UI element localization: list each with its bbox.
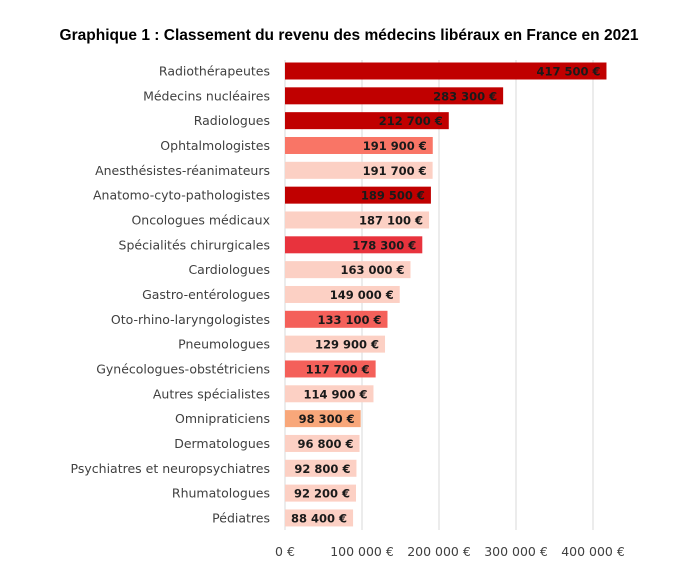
x-tick-label: 100 000 € xyxy=(330,544,394,559)
x-tick-label: 200 000 € xyxy=(407,544,471,559)
data-label: 92 800 € xyxy=(294,462,350,476)
category-label: Radiologues xyxy=(194,113,270,128)
category-label: Pneumologues xyxy=(178,337,270,352)
x-tick-label: 300 000 € xyxy=(484,544,548,559)
bar xyxy=(285,360,376,378)
x-axis-ticks: 0 € 100 000 € 200 000 € 300 000 € 400 000 € xyxy=(275,544,625,559)
bar xyxy=(285,509,354,527)
category-label: Autres spécialistes xyxy=(153,386,270,401)
data-label: 187 100 € xyxy=(359,213,423,227)
chart-title: Graphique 1 : Classement du revenu des m… xyxy=(59,27,639,44)
category-label: Anesthésistes-réanimateurs xyxy=(95,163,270,178)
category-label: Psychiatres et neuropsychiatres xyxy=(71,461,270,476)
bar xyxy=(285,385,374,403)
category-label: Anatomo-cyto-pathologistes xyxy=(93,188,270,203)
data-label: 189 500 € xyxy=(361,189,425,203)
category-label: Dermatologues xyxy=(174,436,270,451)
data-label: 88 400 € xyxy=(291,511,347,525)
bar xyxy=(285,410,361,428)
bar xyxy=(285,310,388,328)
data-label: 92 200 € xyxy=(294,487,350,501)
category-label: Pédiatres xyxy=(212,510,270,525)
category-label: Oncologues médicaux xyxy=(131,212,270,227)
bar xyxy=(285,459,357,477)
category-label: Omnipraticiens xyxy=(175,411,270,426)
bar xyxy=(285,484,356,502)
bar xyxy=(285,186,431,204)
data-label: 191 900 € xyxy=(363,139,427,153)
data-label: 283 300 € xyxy=(433,89,497,103)
category-label: Rhumatologues xyxy=(172,486,270,501)
data-label: 114 900 € xyxy=(303,387,367,401)
category-label: Médecins nucléaires xyxy=(143,88,270,103)
bar xyxy=(285,335,386,353)
category-label: Radiothérapeutes xyxy=(159,64,270,79)
data-label: 98 300 € xyxy=(299,412,355,426)
data-label: 149 000 € xyxy=(330,288,394,302)
x-tick-label: 0 € xyxy=(275,544,295,559)
bar xyxy=(285,136,433,154)
data-label: 129 900 € xyxy=(315,338,379,352)
data-label: 133 100 € xyxy=(317,313,381,327)
data-label: 191 700 € xyxy=(363,164,427,178)
data-label: 96 800 € xyxy=(298,437,354,451)
bar xyxy=(285,161,433,179)
data-label: 178 300 € xyxy=(352,238,416,252)
bar xyxy=(285,211,430,229)
bar xyxy=(285,434,360,452)
category-label: Gynécologues-obstétriciens xyxy=(96,361,270,376)
data-label: 163 000 € xyxy=(340,263,404,277)
bar xyxy=(285,112,449,130)
x-tick-label: 400 000 € xyxy=(561,544,625,559)
bars xyxy=(285,62,607,527)
data-label: 417 500 € xyxy=(536,65,600,79)
bar xyxy=(285,87,504,105)
data-label: 212 700 € xyxy=(379,114,443,128)
bar xyxy=(285,62,607,80)
data-label: 117 700 € xyxy=(306,362,370,376)
category-label: Cardiologues xyxy=(188,262,270,277)
value-labels: 417 500 € 283 300 € 212 700 € 191 900 € 191 … xyxy=(291,65,600,526)
category-label: Gastro-entérologues xyxy=(142,287,270,302)
category-labels: Radiothérapeutes Médecins nucléaires Radio… xyxy=(71,64,270,526)
bar xyxy=(285,261,411,279)
bar xyxy=(285,236,423,254)
category-label: Oto-rhino-laryngologistes xyxy=(111,312,270,327)
category-label: Ophtalmologistes xyxy=(160,138,270,153)
category-label: Spécialités chirurgicales xyxy=(119,237,270,252)
bar xyxy=(285,285,400,303)
